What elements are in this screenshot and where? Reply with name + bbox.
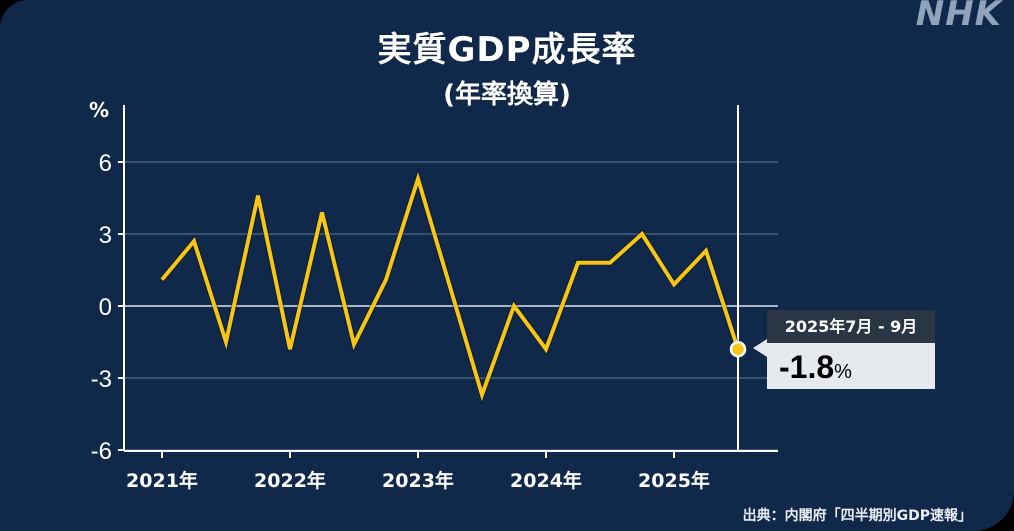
axes [118,105,778,458]
y-tick-label: 6 [99,150,112,177]
grid-lines [124,161,778,451]
x-axis-labels: 2021年 2022年 2023年 2024年 2025年 [126,469,710,492]
x-tick-label: 2024年 [510,469,582,492]
latest-value-callout: 2025年7月 - 9月 -1.8% [767,310,935,389]
x-tick-label: 2021年 [126,469,198,492]
y-axis-unit: % [89,98,110,122]
callout-value-box: -1.8% [767,343,935,389]
nhk-logo: NHK [915,0,1002,34]
callout-period: 2025年7月 - 9月 [767,310,935,343]
y-tick-label: 3 [99,222,112,249]
callout-pointer-icon [753,339,767,357]
y-tick-label: -6 [91,438,112,465]
y-axis-labels: 6 3 0 -3 -6 [91,150,112,465]
source-note: 出典：内閣府「四半期別GDP速報」 [742,508,972,524]
callout-value: -1.8 [779,349,835,385]
x-tick-label: 2025年 [638,469,710,492]
x-tick-label: 2023年 [382,469,454,492]
chart-title: 実質GDP成長率 [377,30,637,70]
latest-data-point[interactable] [729,340,747,358]
chart-subtitle: (年率換算) [443,80,571,110]
x-tick-label: 2022年 [254,469,326,492]
y-tick-label: 0 [99,294,112,321]
y-tick-label: -3 [91,366,112,393]
gdp-growth-line [160,171,740,402]
callout-unit: % [834,361,852,383]
